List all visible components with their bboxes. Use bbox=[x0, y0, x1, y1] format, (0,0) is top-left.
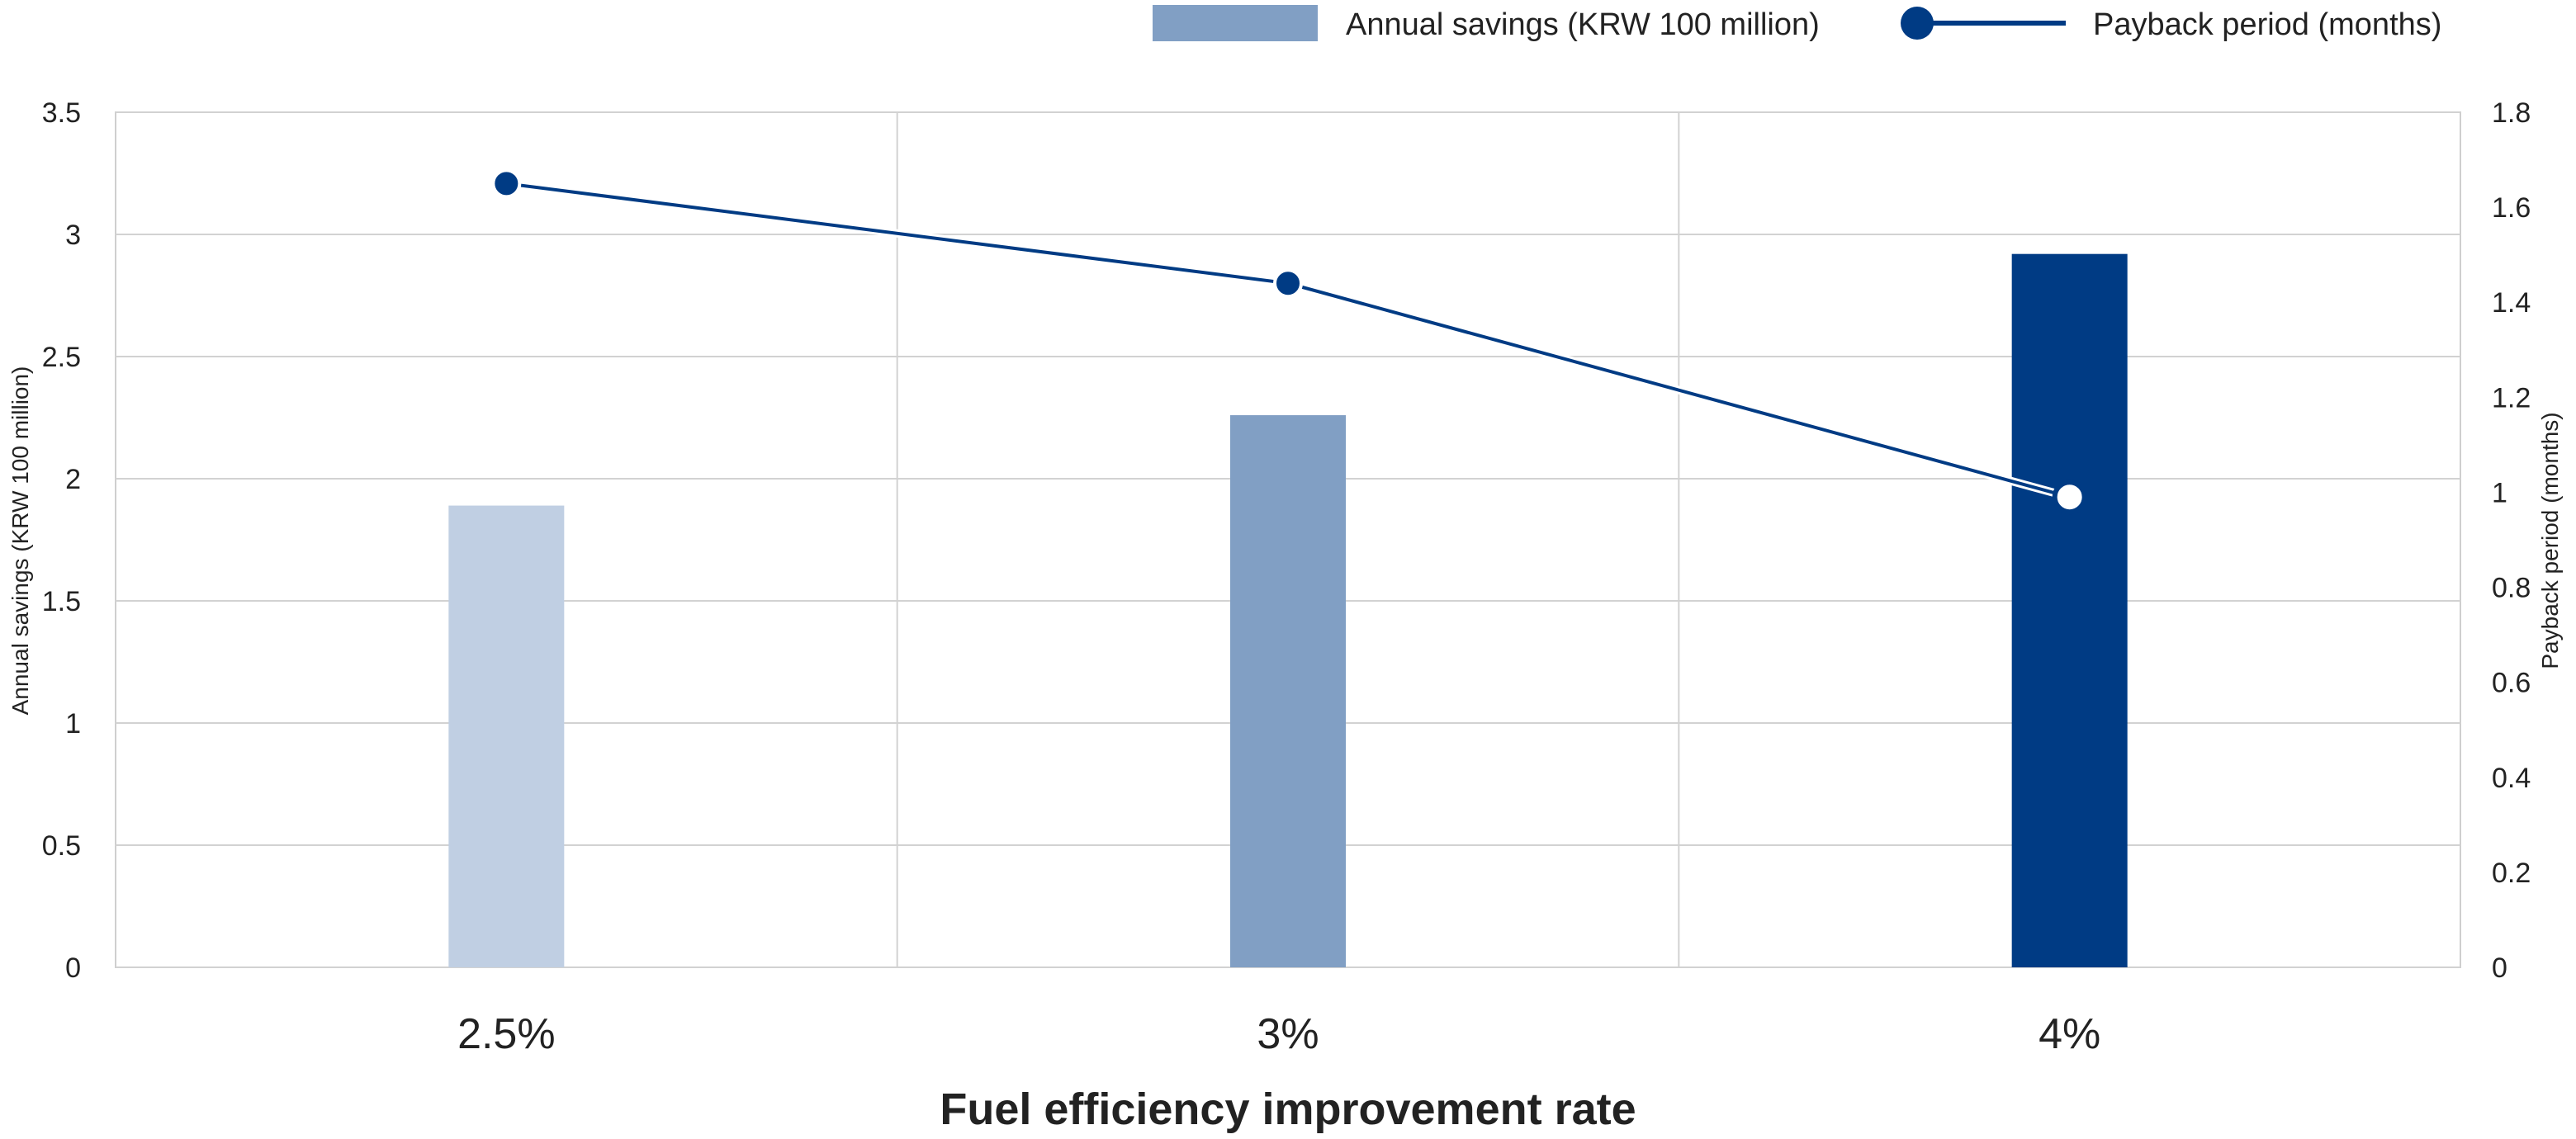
y-tick-label-left: 1.5 bbox=[42, 586, 81, 617]
y-axis-left-title: Annual savings (KRW 100 million) bbox=[7, 366, 33, 716]
y-tick-label-right: 0.6 bbox=[2492, 668, 2531, 699]
x-tick-label: 2.5% bbox=[457, 1010, 556, 1058]
point-payback-period bbox=[491, 168, 522, 199]
point-payback-period bbox=[2052, 480, 2087, 515]
y-axis-right-title: Payback period (months) bbox=[2537, 412, 2563, 669]
y-tick-label-right: 1.8 bbox=[2492, 97, 2531, 129]
y-tick-label-left: 1 bbox=[65, 708, 81, 740]
x-tick-label: 3% bbox=[1257, 1010, 1319, 1058]
y-tick-label-left: 2.5 bbox=[42, 342, 81, 373]
y-tick-label-left: 0 bbox=[65, 952, 81, 984]
x-axis-title: Fuel efficiency improvement rate bbox=[940, 1085, 1636, 1134]
point-payback-period bbox=[1273, 268, 1303, 299]
line-series bbox=[491, 168, 2087, 515]
bar-annual-savings bbox=[448, 505, 565, 967]
bar-series bbox=[448, 253, 2128, 967]
y-tick-label-right: 0.4 bbox=[2492, 763, 2531, 794]
bar-annual-savings bbox=[1230, 415, 1346, 967]
y-tick-label-left: 3.5 bbox=[42, 97, 81, 129]
legend-swatch-annual-savings bbox=[1153, 5, 1318, 41]
legend: Annual savings (KRW 100 million) Payback… bbox=[1153, 5, 2441, 42]
y-tick-label-right: 1 bbox=[2492, 477, 2507, 508]
legend-label-payback-period: Payback period (months) bbox=[2093, 7, 2441, 42]
x-axis-ticks: 2.5% 3% 4% bbox=[457, 1010, 2100, 1058]
y-tick-label-right: 0 bbox=[2492, 952, 2507, 984]
y-tick-label-right: 0.8 bbox=[2492, 573, 2531, 604]
y-tick-label-left: 2 bbox=[65, 464, 81, 495]
y-tick-label-left: 0.5 bbox=[42, 830, 81, 862]
legend-swatch-payback-marker bbox=[1901, 7, 1934, 40]
y-tick-label-right: 0.2 bbox=[2492, 858, 2531, 889]
y-axis-right-ticks: 0 0.2 0.4 0.6 0.8 1 1.2 1.4 1.6 1.8 bbox=[2492, 97, 2531, 984]
y-tick-label-left: 3 bbox=[65, 220, 81, 251]
bar-annual-savings bbox=[2011, 253, 2128, 967]
legend-label-annual-savings: Annual savings (KRW 100 million) bbox=[1346, 7, 1820, 42]
y-axis-left-ticks: 0 0.5 1 1.5 2 2.5 3 3.5 bbox=[42, 97, 81, 984]
y-tick-label-right: 1.6 bbox=[2492, 192, 2531, 224]
y-tick-label-right: 1.4 bbox=[2492, 287, 2531, 319]
y-tick-label-right: 1.2 bbox=[2492, 382, 2531, 414]
x-tick-label: 4% bbox=[2039, 1010, 2100, 1058]
